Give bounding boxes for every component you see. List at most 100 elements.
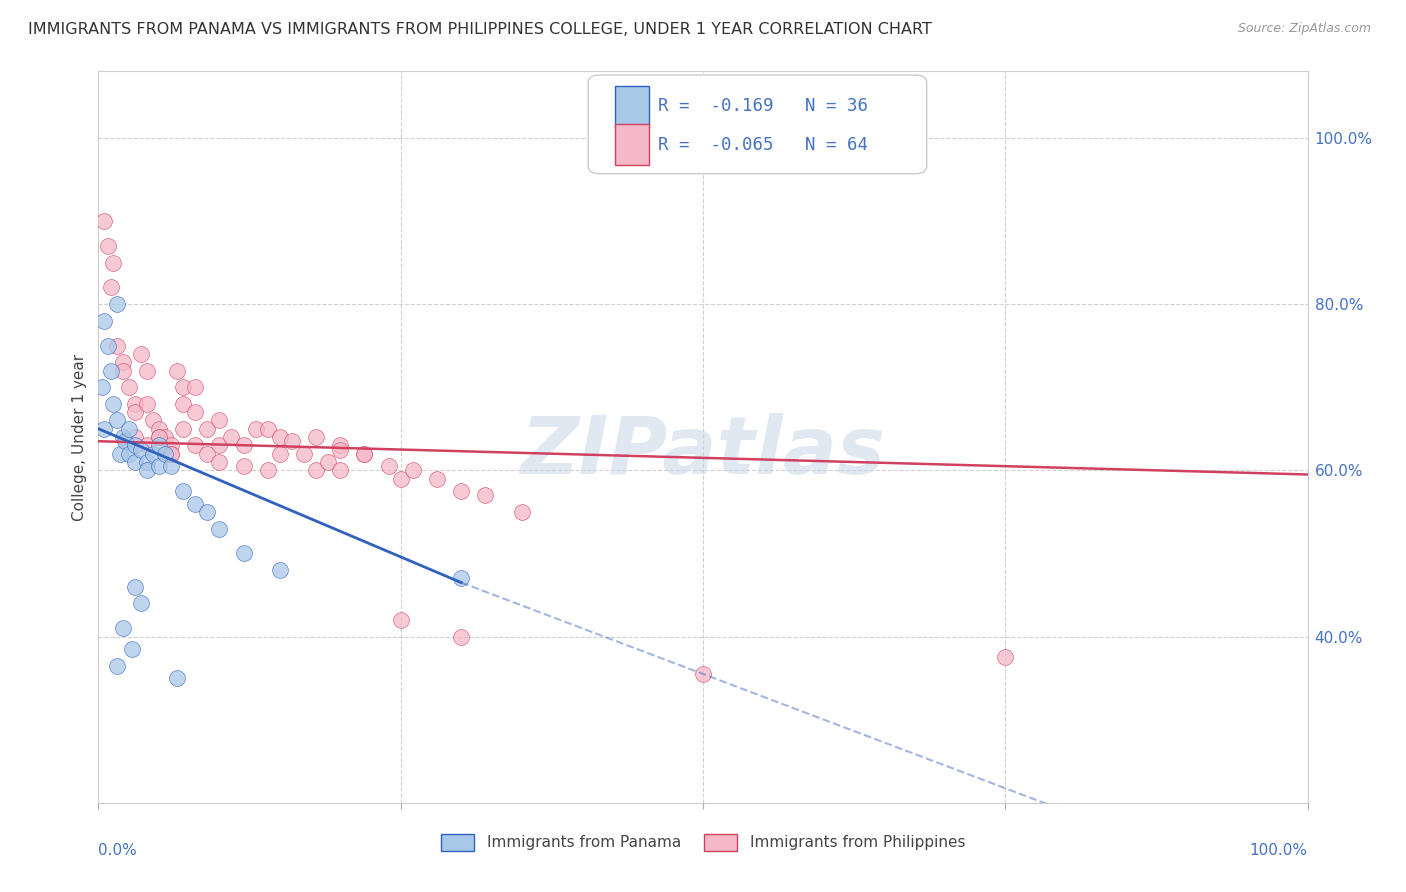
Point (160, 438, 183, 452)
Point (232, 438, 254, 452)
Point (208, 438, 231, 452)
FancyBboxPatch shape (588, 75, 927, 174)
Point (93, 314, 115, 328)
FancyBboxPatch shape (614, 124, 648, 165)
Point (129, 596, 152, 610)
Point (389, 613, 412, 627)
Point (329, 463, 352, 477)
Point (100, 280, 122, 294)
Point (329, 438, 352, 452)
Point (160, 447, 183, 461)
Point (153, 447, 176, 461)
Point (184, 405, 207, 419)
FancyBboxPatch shape (614, 87, 648, 127)
Legend: Immigrants from Panama, Immigrants from Philippines: Immigrants from Panama, Immigrants from … (434, 828, 972, 857)
Y-axis label: College, Under 1 year: College, Under 1 year (72, 353, 87, 521)
Point (184, 380, 207, 394)
Point (111, 355, 134, 369)
Point (148, 430, 170, 444)
Point (450, 484, 472, 499)
Point (121, 642, 143, 657)
Point (195, 505, 218, 519)
Point (292, 447, 315, 461)
Point (97, 239, 120, 253)
Point (124, 580, 146, 594)
Point (148, 422, 170, 436)
Point (111, 430, 134, 444)
Point (305, 430, 328, 444)
Point (269, 447, 291, 461)
Point (135, 438, 157, 452)
Point (160, 447, 183, 461)
Point (245, 422, 267, 436)
Point (994, 650, 1017, 665)
Point (208, 455, 231, 469)
Point (208, 413, 231, 427)
Point (111, 363, 134, 377)
Point (316, 455, 339, 469)
Point (426, 472, 449, 486)
Point (172, 380, 194, 394)
Text: Source: ZipAtlas.com: Source: ZipAtlas.com (1237, 22, 1371, 36)
Point (402, 463, 425, 477)
Point (97, 338, 120, 352)
Text: R =  -0.065   N = 64: R = -0.065 N = 64 (658, 136, 869, 153)
Point (101, 397, 124, 411)
Point (269, 430, 291, 444)
Point (232, 459, 254, 474)
Point (269, 563, 291, 577)
Point (135, 363, 157, 377)
Point (160, 459, 183, 474)
Point (172, 484, 194, 499)
Point (172, 422, 194, 436)
Point (256, 463, 278, 477)
Point (256, 422, 278, 436)
Point (377, 459, 399, 474)
Point (450, 630, 472, 644)
Point (101, 255, 124, 269)
Point (118, 380, 141, 394)
Point (129, 347, 152, 361)
Point (124, 405, 146, 419)
Text: R =  -0.169   N = 36: R = -0.169 N = 36 (658, 97, 869, 115)
Point (105, 338, 128, 352)
Point (93, 422, 115, 436)
Point (510, 505, 533, 519)
Point (166, 363, 188, 377)
Point (124, 430, 146, 444)
Point (353, 447, 375, 461)
Point (142, 413, 165, 427)
Point (105, 658, 128, 673)
Point (135, 463, 157, 477)
Point (135, 397, 157, 411)
Point (172, 397, 194, 411)
Point (148, 430, 170, 444)
Text: 0.0%: 0.0% (98, 843, 138, 858)
Point (118, 422, 141, 436)
Point (105, 413, 128, 427)
Point (118, 447, 141, 461)
Point (692, 667, 714, 681)
Point (93, 214, 115, 228)
Point (100, 363, 122, 377)
Point (129, 442, 152, 457)
Point (232, 546, 254, 560)
Point (329, 442, 352, 457)
Text: IMMIGRANTS FROM PANAMA VS IMMIGRANTS FROM PHILIPPINES COLLEGE, UNDER 1 YEAR CORR: IMMIGRANTS FROM PANAMA VS IMMIGRANTS FRO… (28, 22, 932, 37)
Point (281, 434, 304, 449)
Point (91, 380, 114, 394)
Point (111, 621, 134, 635)
Point (124, 438, 146, 452)
Point (184, 438, 207, 452)
Point (389, 472, 412, 486)
Point (221, 430, 243, 444)
Point (148, 438, 170, 452)
Point (148, 459, 170, 474)
Point (474, 488, 496, 502)
Point (208, 521, 231, 535)
Text: 100.0%: 100.0% (1250, 843, 1308, 858)
Point (114, 434, 136, 449)
Point (105, 297, 128, 311)
Point (108, 447, 131, 461)
Text: ZIPatlas: ZIPatlas (520, 413, 886, 491)
